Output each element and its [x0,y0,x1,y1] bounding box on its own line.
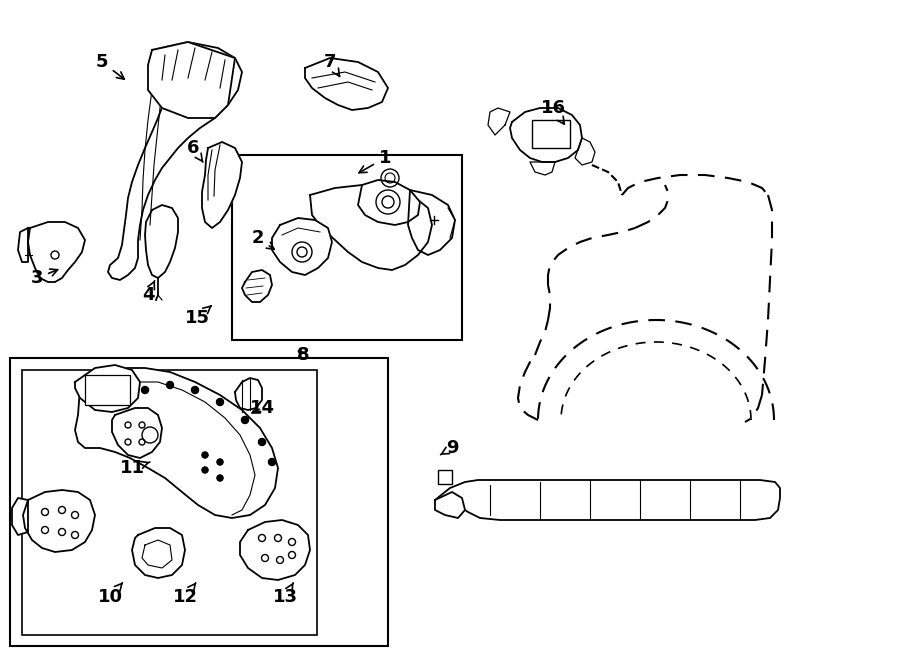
Circle shape [41,508,49,516]
Text: 8: 8 [297,346,310,364]
Polygon shape [145,205,178,278]
Text: 15: 15 [184,306,211,327]
Circle shape [297,247,307,257]
Circle shape [289,539,295,545]
Text: 10: 10 [97,583,122,606]
Polygon shape [435,492,465,518]
Circle shape [125,439,131,445]
Circle shape [276,557,284,563]
Polygon shape [530,162,555,175]
Circle shape [217,475,223,481]
Circle shape [166,381,174,389]
Circle shape [385,173,395,183]
Polygon shape [235,378,262,410]
Circle shape [258,438,265,446]
Bar [85,375,130,405]
Polygon shape [310,185,432,270]
Text: 6: 6 [187,139,203,162]
Text: 4: 4 [142,281,155,304]
Circle shape [202,467,208,473]
Text: 3: 3 [31,269,58,287]
Polygon shape [12,498,28,535]
Circle shape [125,422,131,428]
Polygon shape [108,42,242,280]
Text: 7: 7 [324,53,339,77]
Circle shape [71,531,78,539]
Circle shape [274,535,282,541]
Polygon shape [148,42,235,118]
Bar [22,370,317,635]
Polygon shape [112,408,162,458]
Circle shape [376,190,400,214]
Text: 12: 12 [173,583,197,606]
Text: 2: 2 [252,229,274,249]
Polygon shape [202,142,242,228]
Text: 13: 13 [273,583,298,606]
Circle shape [382,196,394,208]
Polygon shape [75,365,140,412]
Circle shape [262,555,268,561]
Bar [10,358,388,646]
Circle shape [41,527,49,533]
Circle shape [289,551,295,559]
Polygon shape [575,138,595,165]
Circle shape [142,427,158,443]
Circle shape [217,459,223,465]
Text: 16: 16 [541,99,565,124]
Text: 5: 5 [95,53,124,79]
Circle shape [381,169,399,187]
Text: 11: 11 [120,459,150,477]
Bar [532,120,570,148]
Text: 9: 9 [440,439,458,457]
Text: 1: 1 [359,149,392,173]
Circle shape [71,512,78,518]
Circle shape [292,242,312,262]
Circle shape [139,422,145,428]
Polygon shape [242,270,272,302]
Circle shape [192,387,199,393]
Circle shape [241,416,248,424]
Circle shape [141,387,149,393]
Polygon shape [305,58,388,110]
Circle shape [202,452,208,458]
Polygon shape [435,480,780,520]
Polygon shape [28,222,85,282]
Circle shape [51,251,59,259]
Polygon shape [272,218,332,275]
Bar [232,155,462,340]
Polygon shape [23,490,95,552]
Circle shape [58,529,66,535]
Circle shape [258,535,265,541]
Circle shape [58,506,66,514]
Polygon shape [408,190,455,255]
Polygon shape [18,228,28,262]
Polygon shape [240,520,310,580]
Polygon shape [142,540,172,568]
Circle shape [217,399,223,405]
Circle shape [268,459,275,465]
Text: 14: 14 [249,399,274,417]
Polygon shape [132,528,185,578]
Polygon shape [75,368,278,518]
Polygon shape [510,108,582,162]
Circle shape [139,439,145,445]
Bar [438,470,452,484]
Polygon shape [488,108,510,135]
Polygon shape [358,180,420,225]
